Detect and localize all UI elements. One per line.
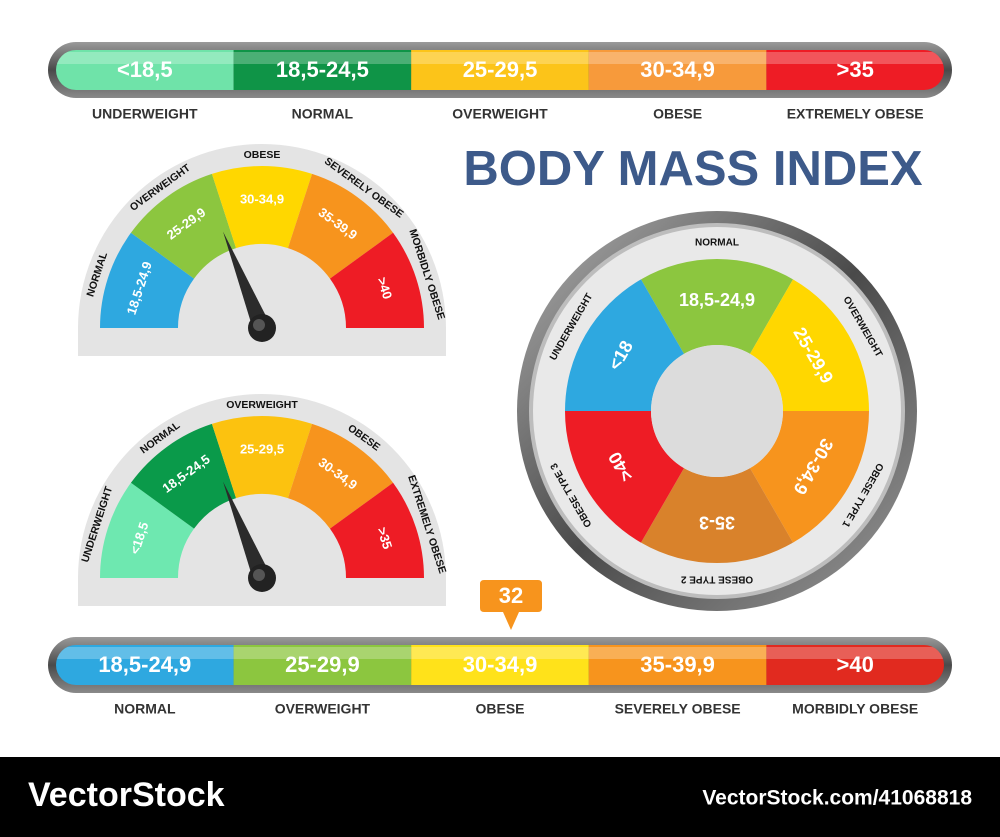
gauge-label: OBESE [244,149,281,161]
bar-gloss [411,647,589,659]
bar-range: >40 [837,652,874,677]
bar-gloss [233,647,412,659]
bar-range: <18,5 [117,57,173,82]
bar-range: 18,5-24,9 [98,652,191,677]
gauge-range: 30-34,9 [240,191,284,206]
gauge-segment [100,232,195,328]
bar-gloss [766,647,944,659]
bar-label: OBESE [653,106,702,122]
bar-gloss [56,647,234,659]
bar-gloss [588,52,767,64]
dial-segment [641,258,793,354]
gauge-segment [287,173,394,279]
dial-segment [641,468,793,563]
gauge-segment [329,232,424,328]
dial-range: 18,5-24,9 [679,290,755,310]
gauge-segment [100,482,195,578]
bmi-bar: 18,5-24,9 NORMAL 25-29,9 OVERWEIGHT 30-34,9 O… [48,637,952,717]
bmi-bar: <18,5 UNDERWEIGHT 18,5-24,5 NORMAL 25-29,5 OV… [48,42,952,122]
bar-range: 35-39,9 [640,652,715,677]
marker-value: 32 [499,583,523,608]
bar-segment [411,645,589,685]
bar-label: NORMAL [114,701,176,717]
bar-gloss [233,52,412,64]
gauge-segment [287,423,394,529]
dial-range: 35-3 [699,512,735,532]
bar-segment [233,645,412,685]
bar-gloss [411,52,589,64]
bar-inner [56,50,944,90]
bar-segment [766,645,944,685]
bar-segment [766,50,944,90]
bar-range: 25-29,9 [285,652,360,677]
marker-box [480,580,542,630]
bar-label: SEVERELY OBESE [615,701,741,717]
dial-segment [750,411,869,543]
bar-segment [56,645,234,685]
gauge-needle [223,481,271,582]
title: BODY MASS INDEX [463,142,923,196]
bar-range: 30-34,9 [640,57,715,82]
dial-segment [565,279,684,411]
bar-segment [588,50,767,90]
bar-segment [588,645,767,685]
gauge-segment [130,173,237,279]
bar-label: OBESE [475,701,524,717]
dial-label: OBESE TYPE 2 [680,573,753,584]
bar-segment [411,50,589,90]
gauge-segment [329,482,424,578]
gauge-segment [211,416,313,499]
bar-range: 18,5-24,5 [276,57,369,82]
bar-label: EXTREMELY OBESE [787,106,924,122]
gauge-range: 25-29,5 [240,441,284,456]
marker: 32 [480,580,542,630]
gauge-range: >35 [374,525,395,551]
bar-label: OVERWEIGHT [452,106,548,122]
bar-gloss [588,647,767,659]
footer-band [0,757,1000,837]
gauge-pivot-shine [253,319,265,331]
footer-url: VectorStock.com/41068818 [702,787,972,810]
dial-label: NORMAL [695,238,739,249]
gauge-segment [130,423,237,529]
bar-gloss [766,52,944,64]
bar-range: 25-29,5 [463,57,538,82]
bar-range: 30-34,9 [463,652,538,677]
dial-center [651,345,783,477]
bar-inner [56,645,944,685]
gauge-needle [223,231,271,332]
gauge-pivot-shine [253,569,265,581]
bar-label: NORMAL [292,106,354,122]
gauge-segment [211,166,313,249]
footer-brand: VectorStock [28,776,225,814]
bar-segment [233,50,412,90]
bar-label: OVERWEIGHT [275,701,371,717]
gauge-range: >40 [374,275,395,301]
bar-segment [56,50,234,90]
gauge-label: OVERWEIGHT [226,399,298,411]
dial-segment [565,411,684,543]
bar-label: MORBIDLY OBESE [792,701,918,717]
bar-gloss [56,52,234,64]
bar-label: UNDERWEIGHT [92,106,198,122]
bar-range: >35 [837,57,874,82]
dial-segment [750,279,869,411]
